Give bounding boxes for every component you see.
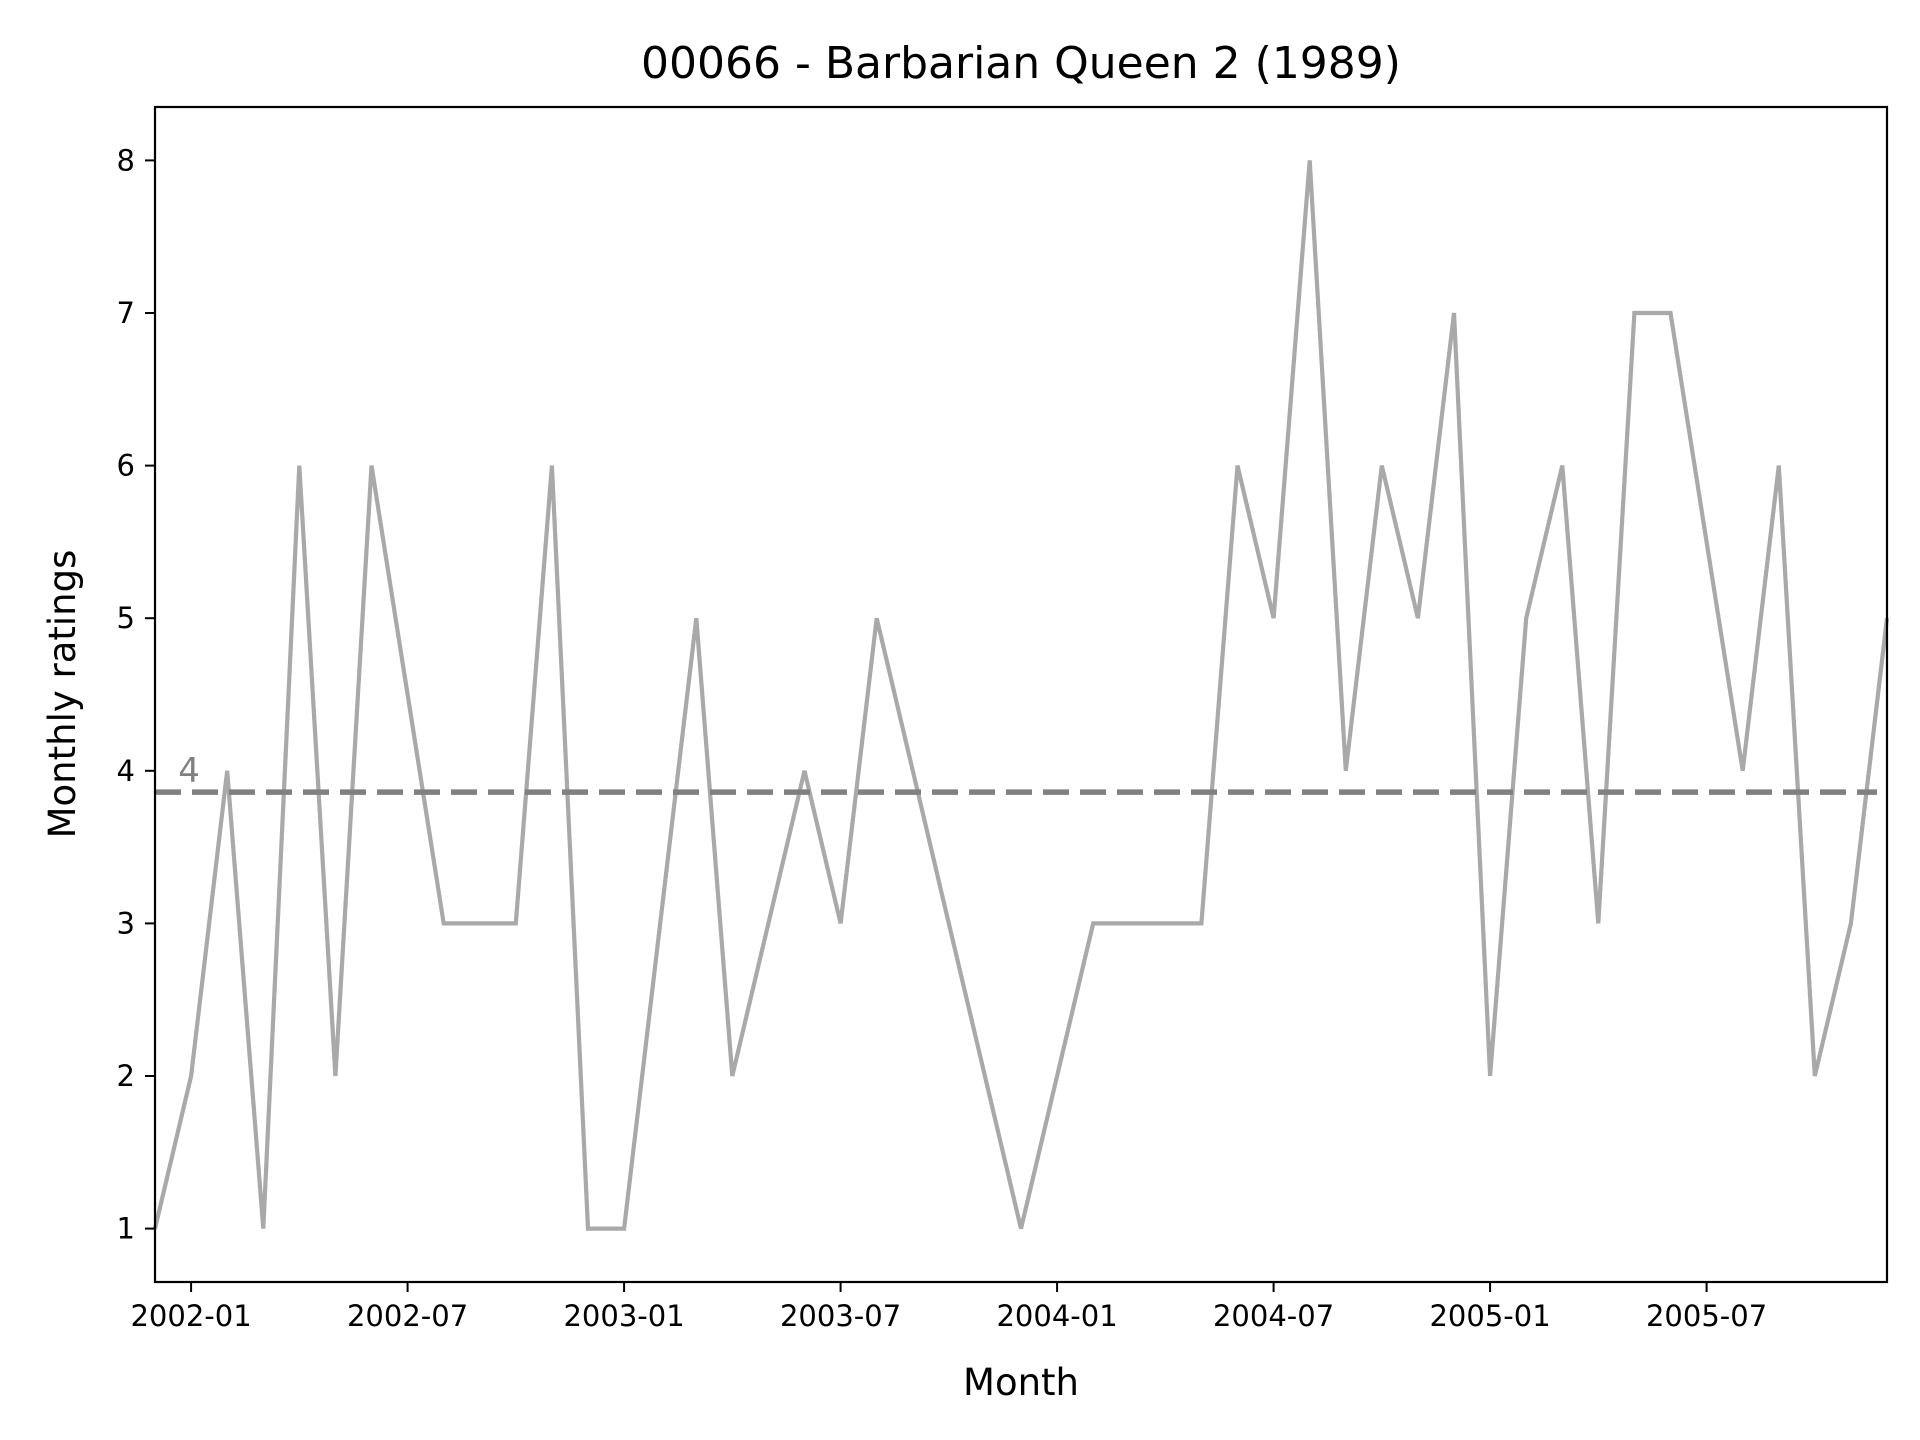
x-tick-label: 2004-07 [1213,1299,1334,1333]
plot-area [152,160,1890,1231]
x-tick-label: 2003-07 [780,1299,901,1333]
chart-title: 00066 - Barbarian Queen 2 (1989) [641,38,1401,89]
y-tick-label: 7 [117,296,135,330]
x-tick-label: 2002-07 [347,1299,468,1333]
x-tick-label: 2002-01 [130,1299,251,1333]
plot-frame [153,105,1889,1284]
x-tick-label: 2004-01 [996,1299,1117,1333]
x-axis: 2002-01 2002-07 2003-01 2003-07 2004-01 2004-… [130,1282,1767,1333]
y-axis-label: Monthly ratings [41,550,84,839]
y-tick-label: 1 [117,1212,135,1246]
y-tick-label: 4 [117,754,135,788]
reference-line-group: 4 [155,751,1877,795]
y-tick-label: 5 [117,601,135,635]
y-axis: 1 2 3 4 5 6 7 8 [117,143,155,1246]
x-tick-label: 2003-01 [563,1299,684,1333]
x-axis-label: Month [963,1361,1079,1404]
series-line-0 [152,160,1890,1231]
y-tick-label: 8 [117,143,135,177]
y-tick-label: 3 [117,906,135,940]
y-tick-label: 2 [117,1059,135,1093]
x-tick-label: 2005-01 [1429,1299,1550,1333]
y-tick-label: 6 [117,449,135,483]
x-tick-label: 2005-07 [1646,1299,1767,1333]
reference-line-label: 4 [178,751,200,791]
